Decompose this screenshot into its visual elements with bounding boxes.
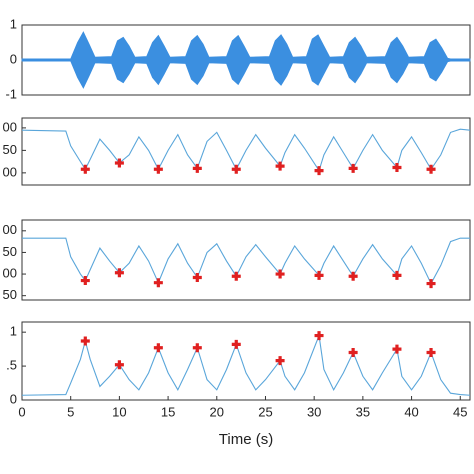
subplot: 1 0 -1	[5, 16, 471, 101]
y-tick-label: 00	[3, 119, 17, 134]
peak-marker	[314, 270, 324, 280]
peak-marker	[275, 269, 285, 279]
peak-marker	[426, 348, 436, 358]
y-tick-label: 50	[3, 244, 17, 259]
y-tick-label: 1	[10, 324, 17, 339]
x-tick-label: 10	[112, 404, 126, 419]
x-tick-label: 45	[453, 404, 467, 419]
peak-marker	[231, 164, 241, 174]
y-tick-label: 00	[3, 164, 17, 179]
signal	[21, 31, 471, 89]
x-tick-label: 25	[258, 404, 272, 419]
y-tick-label: .5	[6, 358, 17, 373]
axes-box	[21, 219, 471, 301]
peak-marker	[114, 158, 124, 168]
peak-marker	[348, 163, 358, 173]
axes-box	[21, 321, 471, 401]
y-tick-label: 0	[10, 51, 17, 66]
x-tick-label: 40	[404, 404, 418, 419]
peak-marker	[426, 164, 436, 174]
x-tick-label: 15	[161, 404, 175, 419]
peak-marker	[114, 360, 124, 370]
peak-marker	[153, 164, 163, 174]
peak-marker	[392, 162, 402, 172]
y-tick-label: -1	[5, 86, 17, 101]
x-tick-label: 35	[356, 404, 370, 419]
peak-marker	[275, 161, 285, 171]
subplot: 00 50 00	[3, 117, 471, 186]
axes-box	[21, 117, 471, 186]
peak-marker	[192, 163, 202, 173]
line	[22, 237, 470, 285]
y-tick-label: 00	[3, 265, 17, 280]
subplot: 00 50 00 50	[3, 219, 471, 302]
peak-marker	[153, 343, 163, 353]
peak-marker	[114, 268, 124, 278]
x-tick-label: 30	[307, 404, 321, 419]
peak-marker	[348, 271, 358, 281]
x-tick-label: 5	[67, 404, 74, 419]
peak-marker	[275, 356, 285, 366]
peak-marker	[192, 343, 202, 353]
y-tick-label: 50	[3, 287, 17, 302]
peak-marker	[314, 331, 324, 341]
subplot: 1 .5 00 5 10 15 20 25 30 35 40 45 Time (s)	[6, 321, 471, 448]
y-tick-label: 0	[10, 391, 17, 406]
x-axis-label: Time (s)	[219, 431, 273, 448]
peak-marker	[231, 339, 241, 349]
y-tick-label: 00	[3, 222, 17, 237]
line	[21, 128, 471, 172]
peak-marker	[392, 344, 402, 354]
peak-marker	[153, 278, 163, 288]
x-tick-label: 0	[18, 404, 25, 419]
peak-marker	[80, 164, 90, 174]
peak-marker	[348, 348, 358, 358]
peak-marker	[392, 270, 402, 280]
peak-marker	[231, 271, 241, 281]
peak-marker	[314, 166, 324, 176]
y-tick-label: 50	[3, 142, 17, 157]
peak-marker	[80, 336, 90, 346]
x-tick-label: 20	[210, 404, 224, 419]
peak-marker	[80, 276, 90, 286]
y-tick-label: 1	[10, 16, 17, 31]
peak-marker	[426, 279, 436, 289]
peak-marker	[192, 273, 202, 283]
line	[21, 333, 471, 396]
